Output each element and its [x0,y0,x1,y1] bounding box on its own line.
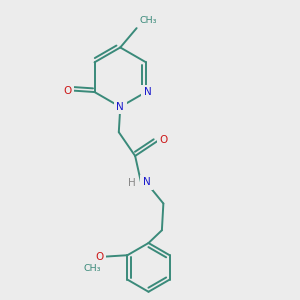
Text: H: H [128,178,135,188]
Text: O: O [160,135,168,145]
Text: O: O [64,85,72,96]
Text: N: N [116,102,124,112]
Text: O: O [95,252,103,262]
Text: CH₃: CH₃ [140,16,157,25]
Text: CH₃: CH₃ [84,264,101,273]
Text: N: N [144,87,152,97]
Text: N: N [142,177,150,187]
